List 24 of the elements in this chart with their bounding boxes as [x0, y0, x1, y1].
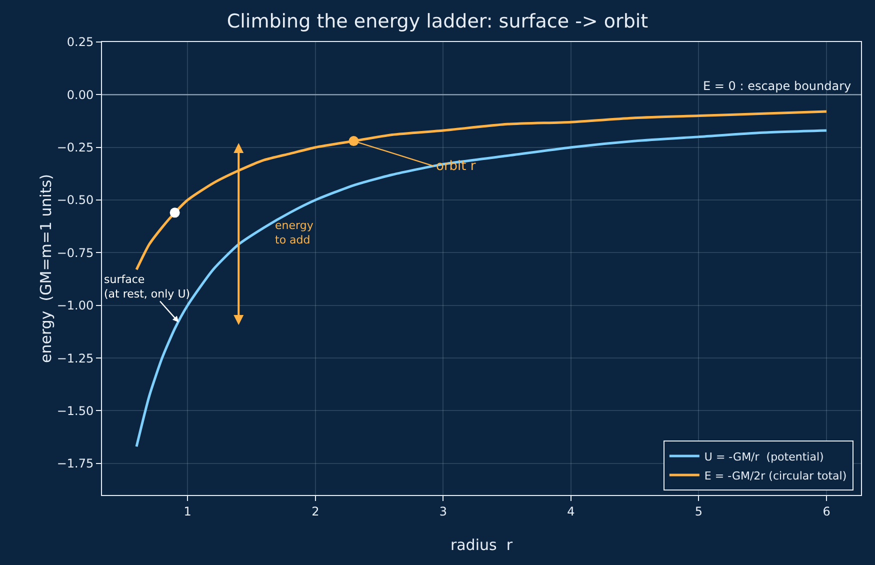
x-tick-label: 3: [439, 504, 447, 518]
x-tick-label: 6: [822, 504, 830, 518]
ref-line-label: E = 0 : escape boundary: [703, 79, 852, 93]
y-tick-label: −0.25: [56, 140, 94, 155]
y-tick-label: −0.75: [56, 246, 94, 260]
chart-title: Climbing the energy ladder: surface -> orbit: [226, 10, 648, 32]
legend-label: E = -GM/2r (circular total): [704, 469, 847, 482]
y-tick-label: −1.00: [56, 298, 94, 313]
x-axis-title: radius r: [450, 536, 514, 554]
y-tick-label: −1.50: [56, 404, 94, 418]
legend-label: U = -GM/r (potential): [704, 450, 824, 464]
x-tick-label: 4: [567, 504, 575, 518]
x-tick-label: 1: [184, 504, 192, 518]
x-tick-label: 2: [312, 504, 320, 518]
annotation: energy to add: [275, 219, 314, 246]
y-tick-label: −1.75: [56, 456, 94, 471]
annotation: orbit r: [436, 159, 476, 174]
y-tick-label: 0.25: [66, 35, 94, 50]
x-tick-label: 5: [694, 504, 703, 518]
y-tick-label: −1.25: [56, 351, 94, 366]
y-axis-title: energy (GM=m=1 units): [36, 174, 55, 364]
y-tick-label: 0.00: [66, 88, 94, 102]
y-tick-label: −0.50: [56, 193, 94, 208]
annotation: surface (at rest, only U): [104, 273, 190, 300]
